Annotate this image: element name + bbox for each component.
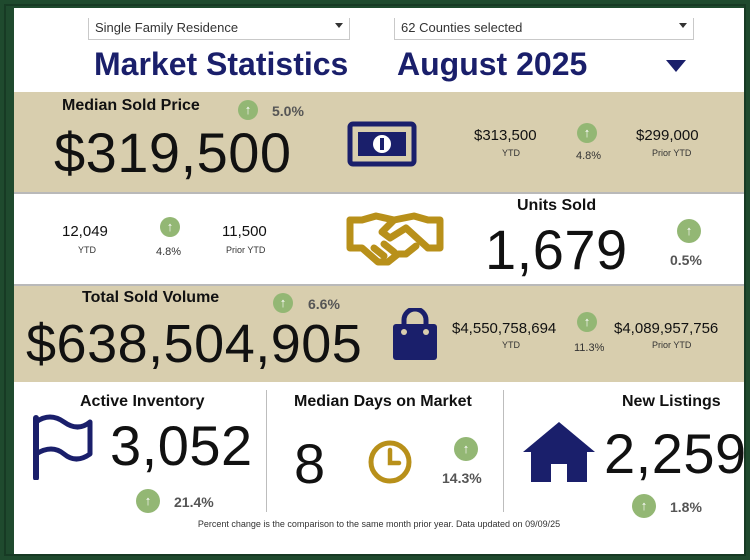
column-divider	[266, 390, 267, 512]
total-sold-volume-label: Total Sold Volume	[82, 289, 220, 306]
days-on-market-change: 14.3%	[442, 470, 482, 486]
dashboard-panel: Single Family Residence 62 Counties sele…	[14, 8, 747, 554]
property-type-value: Single Family Residence	[95, 20, 239, 35]
ytd-label: YTD	[502, 340, 520, 350]
chevron-down-icon	[335, 23, 343, 28]
house-icon	[523, 422, 595, 482]
units-sold-label: Units Sold	[517, 197, 597, 214]
flag-icon	[33, 414, 93, 480]
median-sold-price-value: $319,500	[54, 121, 292, 184]
active-inventory-label: Active Inventory	[80, 393, 205, 410]
money-bill-icon	[347, 121, 417, 167]
prior-ytd-label: Prior YTD	[652, 148, 692, 158]
arrow-up-icon: ↑	[577, 312, 597, 332]
dashboard-frame: Single Family Residence 62 Counties sele…	[4, 4, 746, 556]
total-sold-volume-section	[14, 286, 744, 382]
arrow-up-icon: ↑	[273, 293, 293, 313]
arrow-up-icon: ↑	[454, 437, 478, 461]
column-divider	[503, 390, 504, 512]
footnote: Percent change is the comparison to the …	[197, 519, 561, 529]
arrow-up-icon: ↑	[160, 217, 180, 237]
page-title: Market Statistics	[94, 46, 349, 82]
total-sold-volume-change: 6.6%	[308, 296, 340, 312]
arrow-up-icon: ↑	[238, 100, 258, 120]
total-sold-volume-prior-ytd: $4,089,957,756	[614, 320, 719, 337]
days-on-market-label: Median Days on Market	[294, 393, 472, 410]
arrow-up-icon: ↑	[577, 123, 597, 143]
new-listings-label: New Listings	[622, 393, 721, 410]
units-sold-ytd: 12,049	[62, 223, 108, 240]
new-listings-value: 2,259	[604, 422, 747, 485]
chevron-down-icon	[679, 23, 687, 28]
shopping-bag-icon	[393, 308, 437, 360]
total-sold-volume-ytd: $4,550,758,694	[452, 320, 557, 337]
units-sold-prior-ytd: 11,500	[222, 223, 267, 240]
arrow-up-icon: ↑	[677, 219, 701, 243]
arrow-up-icon: ↑	[136, 489, 160, 513]
section-divider	[14, 284, 744, 286]
active-inventory-change: 21.4%	[174, 494, 214, 510]
active-inventory-value: 3,052	[110, 414, 253, 477]
ytd-label: YTD	[78, 245, 96, 255]
median-sold-price-ytd-change: 4.8%	[576, 150, 602, 162]
prior-ytd-label: Prior YTD	[226, 245, 266, 255]
median-sold-price-prior-ytd: $299,000	[636, 127, 699, 144]
units-sold-value: 1,679	[485, 218, 628, 281]
days-on-market-value: 8	[294, 432, 326, 495]
section-divider	[14, 192, 744, 194]
counties-value: 62 Counties selected	[401, 20, 523, 35]
clock-icon	[368, 440, 412, 484]
handshake-icon	[346, 212, 444, 266]
median-sold-price-ytd: $313,500	[474, 127, 537, 144]
month-dropdown-caret-icon[interactable]	[666, 60, 686, 72]
arrow-up-icon: ↑	[632, 494, 656, 518]
median-sold-price-label: Median Sold Price	[62, 97, 200, 114]
total-sold-volume-ytd-change: 11.3%	[574, 342, 605, 354]
total-sold-volume-value: $638,504,905	[26, 314, 363, 374]
prior-ytd-label: Prior YTD	[652, 340, 692, 350]
property-type-dropdown[interactable]: Single Family Residence	[88, 18, 350, 40]
units-sold-change: 0.5%	[670, 252, 702, 268]
ytd-label: YTD	[502, 148, 520, 158]
units-sold-ytd-change: 4.8%	[156, 246, 182, 258]
counties-dropdown[interactable]: 62 Counties selected	[394, 18, 694, 40]
month-selector[interactable]: August 2025	[397, 46, 588, 82]
new-listings-change: 1.8%	[670, 499, 702, 515]
median-sold-price-change: 5.0%	[272, 103, 304, 119]
